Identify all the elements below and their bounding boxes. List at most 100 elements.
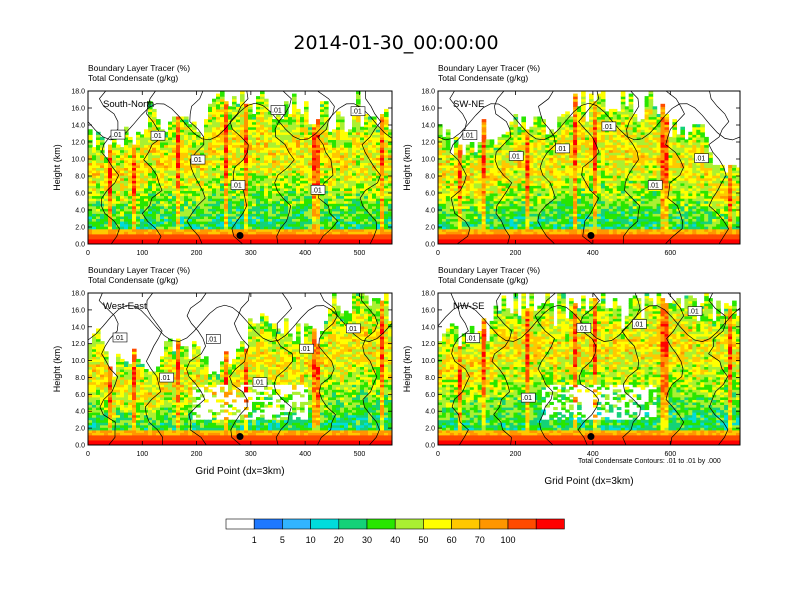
contour-note: Total Condensate Contours: .01 to .01 by… xyxy=(578,458,721,465)
x-tick-label: 200 xyxy=(191,451,203,458)
colorbar-cell xyxy=(225,518,255,530)
contour-label: .01 xyxy=(232,183,242,190)
panel-title: Boundary Layer Tracer (%) xyxy=(438,63,540,73)
tracer-field xyxy=(438,91,740,244)
contour-label-box xyxy=(159,372,174,383)
panel-name: NW-SE xyxy=(453,301,485,312)
contour-label: .01 xyxy=(352,109,362,116)
colorbar-cell xyxy=(253,518,283,530)
panel-nw-se: .01 .01 .01 .01 .01 0.0 2.0 4.0 6.0 8.0 10.0 12.0 14… xyxy=(402,265,741,487)
contour-label-box xyxy=(110,129,126,140)
contour-line xyxy=(708,293,729,445)
colorbar-cell xyxy=(394,518,424,530)
y-tick-label: 14.0 xyxy=(421,123,435,130)
y-tick-label: 4.0 xyxy=(75,409,85,416)
contour-line xyxy=(534,293,556,445)
y-tick-label: 16.0 xyxy=(421,106,435,113)
contour-label: .01 xyxy=(464,133,474,140)
x-tick-label: 100 xyxy=(136,451,148,458)
contour-line xyxy=(88,102,392,141)
y-tick-label: 18.0 xyxy=(71,291,85,298)
contour-label: .01 xyxy=(207,336,217,343)
contour-line xyxy=(88,304,392,342)
contour-line xyxy=(144,293,164,445)
contour-line xyxy=(361,293,380,445)
contour-line xyxy=(438,102,740,141)
y-tick-label: 2.0 xyxy=(75,225,85,232)
contour-label: .01 xyxy=(112,132,122,139)
contour-label: .01 xyxy=(696,156,706,163)
y-tick-label: 16.0 xyxy=(71,307,85,314)
contour-line xyxy=(537,91,556,244)
panel-title: Boundary Layer Tracer (%) xyxy=(438,265,540,275)
colorbar-cell xyxy=(423,518,452,530)
location-marker xyxy=(236,232,244,239)
tracer-field xyxy=(88,91,392,244)
contour-label: .01 xyxy=(161,375,171,382)
tracer-field xyxy=(88,293,392,445)
contour-label-box xyxy=(350,106,366,117)
contour-label: .01 xyxy=(272,107,282,114)
contour-label: .01 xyxy=(603,124,613,131)
colorbar-cell xyxy=(451,518,481,530)
colorbar-label: 50 xyxy=(418,535,428,545)
y-tick-label: 6.0 xyxy=(425,392,435,399)
y-tick-label: 4.0 xyxy=(75,208,85,215)
x-tick-label: 400 xyxy=(587,250,599,257)
panel-west-east: .01 .01 .01 .01 .01 .01 0.0 2.0 4.0 6.0 8.0 10.0 12.… xyxy=(52,265,393,477)
y-tick-label: 10.0 xyxy=(71,358,85,365)
colorbar-cell xyxy=(338,518,368,530)
panel-name: SW-NE xyxy=(453,99,485,110)
contour-line xyxy=(317,293,338,445)
x-tick-label: 400 xyxy=(299,451,311,458)
contour-line xyxy=(491,293,512,445)
colorbar-label: 1 xyxy=(252,535,257,545)
y-tick-label: 8.0 xyxy=(75,375,85,382)
y-tick-label: 8.0 xyxy=(75,174,85,181)
contour-label-box xyxy=(520,392,536,403)
contour-label: .01 xyxy=(633,322,643,329)
contour-label: .01 xyxy=(689,309,699,316)
y-tick-label: 10.0 xyxy=(421,157,435,164)
colorbar: 1 5 10 20 30 40 50 60 70 100 xyxy=(225,518,565,545)
y-tick-label: 12.0 xyxy=(71,341,85,348)
y-axis-label: Height (km) xyxy=(402,144,412,191)
x-tick-label: 0 xyxy=(436,250,440,257)
contour-label: .01 xyxy=(649,183,659,190)
colorbar-label: 10 xyxy=(306,535,316,545)
contour-label: .01 xyxy=(557,146,567,153)
x-axis-label: Grid Point (dx=3km) xyxy=(195,466,284,477)
y-axis-label: Height (km) xyxy=(402,346,412,393)
panel-name: South-North xyxy=(103,99,154,110)
y-tick-label: 18.0 xyxy=(71,89,85,96)
y-tick-label: 18.0 xyxy=(421,291,435,298)
contour-label: .01 xyxy=(578,325,588,332)
y-tick-label: 16.0 xyxy=(421,307,435,314)
panel-title: Boundary Layer Tracer (%) xyxy=(88,265,190,275)
y-tick-label: 6.0 xyxy=(75,191,85,198)
x-tick-label: 400 xyxy=(299,250,311,257)
plot-frame xyxy=(87,90,393,245)
contour-line xyxy=(273,293,293,445)
contour-label-box xyxy=(270,105,286,115)
contour-label: .01 xyxy=(312,187,322,194)
contour-label-box xyxy=(508,151,524,161)
y-tick-label: 10.0 xyxy=(71,157,85,164)
colorbar-cell xyxy=(507,518,537,530)
location-marker xyxy=(587,232,595,239)
plot-frame xyxy=(437,90,741,245)
panel-subtitle: Total Condensate (g/kg) xyxy=(438,275,528,285)
y-tick-label: 6.0 xyxy=(425,191,435,198)
contour-line xyxy=(186,91,206,244)
x-tick-label: 200 xyxy=(191,250,203,257)
plot-frame xyxy=(87,292,393,446)
location-marker xyxy=(587,433,595,441)
colorbar-label: 100 xyxy=(500,535,515,545)
y-tick-label: 12.0 xyxy=(71,140,85,147)
y-tick-label: 8.0 xyxy=(425,375,435,382)
x-tick-label: 300 xyxy=(245,451,257,458)
tracer-field xyxy=(438,293,740,445)
contour-line xyxy=(577,293,600,445)
contour-label-box xyxy=(462,130,478,140)
colorbar-label: 30 xyxy=(362,535,372,545)
